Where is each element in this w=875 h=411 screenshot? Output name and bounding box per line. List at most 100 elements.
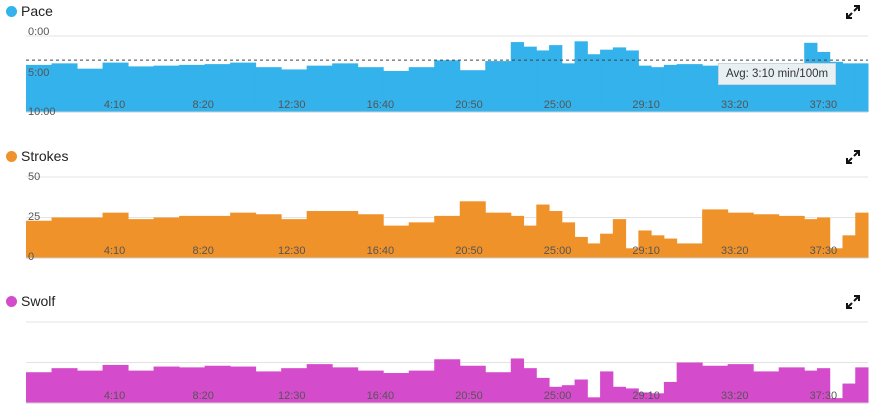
data-bar (536, 50, 550, 112)
data-bar (829, 248, 843, 258)
data-bar (842, 235, 856, 258)
pace-legend-dot (6, 5, 17, 17)
data-bar (651, 393, 665, 403)
x-tick-label: 12:30 (278, 245, 306, 257)
data-bar (574, 236, 588, 258)
data-bar (485, 372, 512, 403)
data-bar (434, 60, 461, 112)
x-tick-label: 29:10 (632, 390, 660, 402)
data-bar (638, 65, 652, 112)
pace-legend-label: Pace (21, 3, 53, 19)
data-bar (625, 50, 639, 112)
pace-panel: Pace 0:00 5:00 10:00 4:10 8:20 12:30 16:40 20:5… (0, 0, 875, 130)
data-bar (855, 63, 869, 112)
data-bar (804, 219, 818, 258)
data-bar (663, 64, 678, 112)
data-bar (204, 64, 231, 112)
x-tick-label: 16:40 (367, 99, 395, 111)
data-bar (663, 238, 678, 258)
data-bar (281, 219, 308, 258)
swolf-chart: 4:10 8:20 12:30 16:40 20:50 25:00 29:10 33:20 37… (26, 321, 869, 404)
data-bar (753, 214, 780, 258)
data-bar (306, 364, 333, 403)
data-bar (727, 364, 754, 403)
x-tick-label: 16:40 (367, 245, 395, 257)
data-bar (26, 372, 53, 403)
x-tick-label: 20:50 (455, 390, 483, 402)
data-bar (638, 230, 652, 258)
expand-icon[interactable] (845, 294, 861, 310)
data-bar (255, 214, 282, 258)
strokes-legend[interactable]: Strokes (6, 148, 68, 164)
data-bar (383, 225, 410, 258)
data-bar (600, 49, 614, 112)
data-bar (408, 67, 435, 112)
data-bar (77, 217, 104, 258)
data-bar (485, 61, 512, 112)
data-bar (459, 365, 486, 403)
data-bar (179, 64, 206, 112)
strokes-panel: Strokes 50 25 0 4:10 8:20 12:30 16:40 20:50 25:0… (0, 145, 875, 275)
data-bar (676, 243, 703, 258)
data-bar (434, 359, 461, 403)
y-tick-label: 0 (28, 251, 34, 263)
data-bar (625, 248, 639, 258)
x-tick-label: 37:30 (810, 245, 838, 257)
y-tick-label: 0:00 (28, 26, 49, 38)
x-tick-label: 33:20 (721, 99, 749, 111)
data-bar (77, 370, 104, 403)
data-bar (51, 63, 78, 112)
data-bar (523, 225, 537, 258)
data-bar (204, 215, 231, 258)
data-bar (306, 65, 333, 112)
data-bar (357, 67, 384, 112)
data-bar (26, 220, 53, 258)
data-bar (523, 46, 537, 112)
data-bar (778, 215, 805, 258)
pace-average-tooltip: Avg: 3:10 min/100m (718, 63, 837, 85)
expand-icon[interactable] (845, 4, 861, 20)
data-bar (574, 379, 588, 403)
x-tick-label: 37:30 (810, 99, 838, 111)
data-bar (102, 364, 129, 403)
swolf-legend[interactable]: Swolf (6, 293, 55, 309)
data-bar (600, 371, 614, 403)
data-bar (153, 65, 180, 112)
data-bar (459, 70, 486, 112)
data-bar (638, 392, 652, 403)
data-bar (153, 366, 180, 403)
data-bar (306, 211, 333, 258)
data-bar (230, 62, 257, 112)
data-bar (383, 70, 410, 112)
data-bar (561, 63, 576, 112)
pace-legend[interactable]: Pace (6, 3, 53, 19)
data-bar (357, 214, 384, 258)
data-bar (829, 398, 843, 403)
data-bar (561, 385, 576, 403)
data-bar (281, 368, 308, 403)
data-bar (561, 222, 576, 258)
data-bar (332, 367, 359, 403)
x-tick-label: 29:10 (632, 245, 660, 257)
data-bar (179, 215, 206, 258)
data-bar (204, 365, 231, 403)
data-bar (77, 68, 104, 112)
data-bar (663, 381, 678, 403)
data-bar (612, 47, 627, 112)
data-bar (536, 377, 550, 403)
data-bar (485, 212, 512, 258)
data-bar (702, 365, 729, 403)
strokes-legend-dot (6, 150, 17, 162)
strokes-chart: 50 25 0 4:10 8:20 12:30 16:40 20:50 25:00 29:10 33… (26, 171, 869, 263)
data-bar (153, 217, 180, 258)
data-bar (26, 64, 53, 112)
data-bar (281, 69, 308, 112)
data-bar (816, 368, 831, 403)
expand-icon[interactable] (845, 149, 861, 165)
x-tick-label: 20:50 (455, 99, 483, 111)
data-bar (587, 397, 601, 403)
data-bar (408, 370, 435, 403)
strokes-legend-label: Strokes (21, 148, 69, 164)
data-bar (51, 368, 78, 403)
y-tick-label: 50 (28, 171, 40, 183)
